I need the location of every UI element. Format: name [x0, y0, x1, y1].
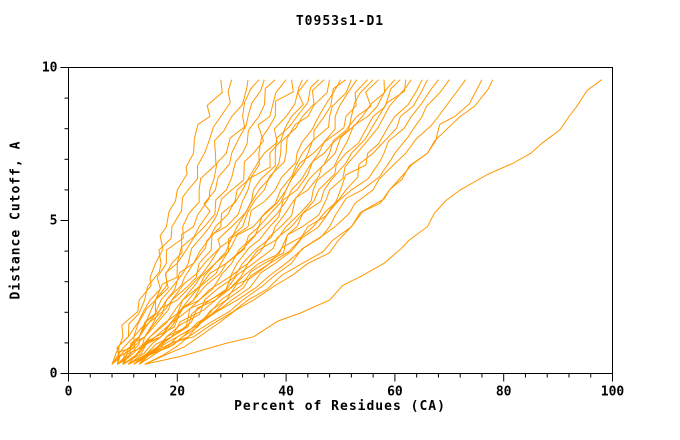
y-tick-label: 5 [50, 214, 58, 229]
model-curve [117, 79, 325, 365]
x-tick-label: 0 [65, 385, 73, 400]
model-curve [144, 79, 494, 365]
model-curve [111, 79, 223, 365]
model-curve [138, 79, 439, 365]
model-curve [122, 79, 265, 365]
model-curve [138, 79, 483, 365]
tick-labels: 0 20 40 60 80 100 0 5 10 [42, 61, 625, 400]
chart-title: T0953s1-D1 [295, 14, 385, 29]
x-axis-label: Percent of Residues (CA) [234, 399, 446, 414]
model-curve [117, 79, 233, 365]
model-curve [122, 79, 358, 365]
model-curve [144, 79, 450, 365]
x-tick-label: 60 [387, 385, 403, 400]
model-curve [122, 79, 294, 365]
model-curve [111, 79, 320, 365]
model-curve [127, 79, 369, 365]
model-curve [128, 79, 407, 365]
x-tick-label: 80 [496, 385, 512, 400]
x-tick-label: 40 [278, 385, 294, 400]
model-curve [117, 79, 341, 365]
x-tick-label: 100 [601, 385, 625, 400]
model-curve [122, 79, 374, 365]
model-curve [138, 79, 423, 365]
model-curve [111, 79, 276, 365]
model-curve [128, 79, 396, 365]
axis-ticks [60, 67, 613, 382]
model-curve [122, 79, 331, 365]
model-curves [111, 79, 602, 365]
y-tick-label: 0 [50, 367, 58, 382]
model-curve [138, 79, 467, 365]
y-tick-label: 10 [42, 61, 58, 76]
model-curve [111, 79, 249, 365]
model-curve [128, 79, 379, 365]
model-curve [117, 79, 287, 365]
model-curve [122, 79, 309, 365]
model-curve [133, 79, 401, 365]
model-curve [144, 79, 602, 365]
model-curve [117, 79, 303, 365]
x-tick-label: 20 [169, 385, 185, 400]
